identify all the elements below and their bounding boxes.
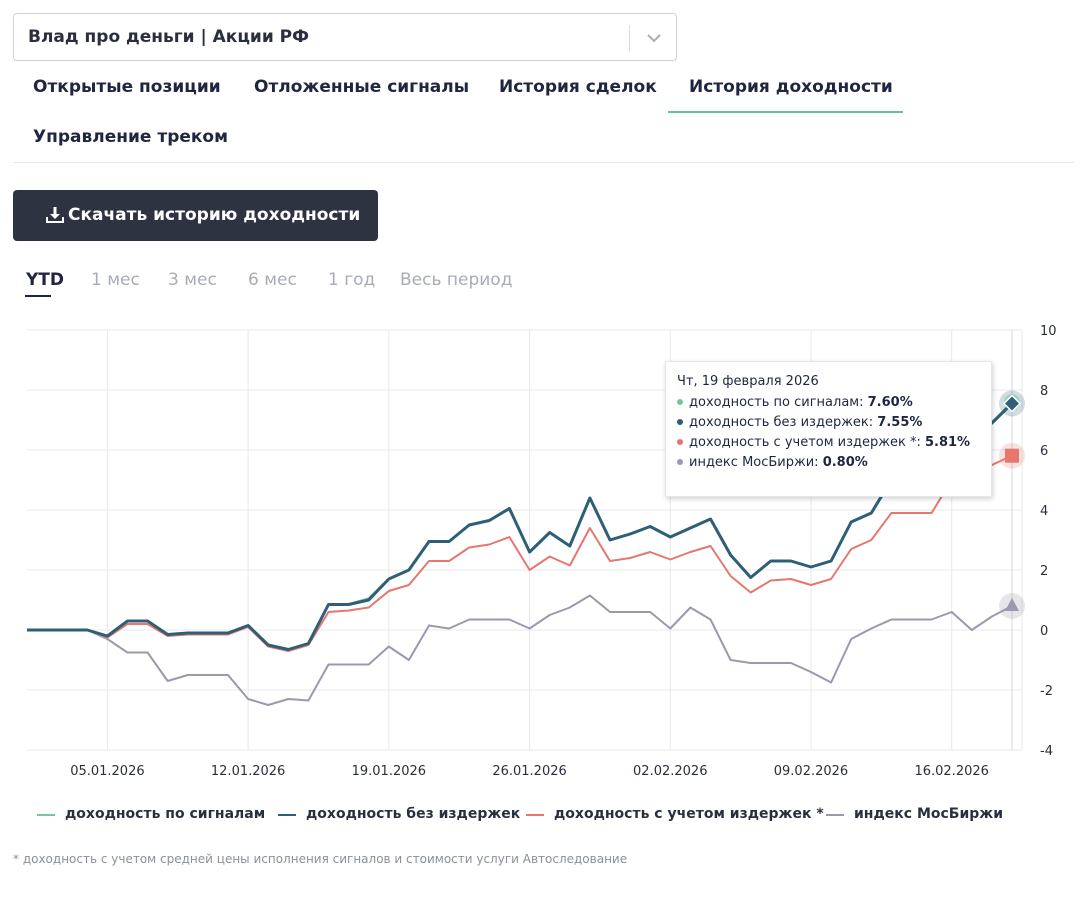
active-period-indicator <box>25 295 51 297</box>
y-tick-label: -4 <box>1040 744 1053 759</box>
download-button-label: Скачать историю доходности <box>68 205 361 225</box>
tooltip-value: 5.81% <box>924 435 971 450</box>
tooltip-row-no-costs: доходность без издержек: 7.55% <box>677 415 922 430</box>
legend-label: индекс МосБиржи <box>854 806 1004 822</box>
tabs-divider <box>13 162 1074 163</box>
marker-no-costs <box>1002 394 1022 413</box>
download-history-button[interactable]: Скачать историю доходности <box>13 190 378 241</box>
y-tick-label: 2 <box>1040 564 1048 579</box>
select-divider <box>629 25 630 51</box>
period-ytd[interactable]: YTD <box>26 270 65 290</box>
tooltip-value: 0.80% <box>822 455 868 470</box>
marker-index <box>1005 598 1019 611</box>
chevron-down-icon[interactable] <box>644 28 664 48</box>
marker-with-costs <box>1005 448 1019 463</box>
tooltip-value: 7.60% <box>867 395 913 410</box>
tooltip-value: 7.55% <box>877 415 923 430</box>
tooltip-label: доходность без издержек: <box>689 415 874 430</box>
strategy-select[interactable]: Влад про деньги | Акции РФ <box>13 13 677 61</box>
series-line-no_costs <box>27 402 1014 651</box>
legend-swatch <box>37 814 55 816</box>
with-costs-dot-icon <box>677 438 683 445</box>
legend-label: доходность с учетом издержек * <box>554 806 824 822</box>
returns-chart[interactable]: 10 8 6 4 2 0 -2 -4 05.01.2026 12.01.2026 19.01.202… <box>0 310 1086 790</box>
index-dot-icon <box>677 458 683 465</box>
tab-track-management[interactable]: Управление треком <box>33 127 229 147</box>
tooltip-date: Чт, 19 февраля 2026 <box>677 374 819 389</box>
tab-return-history[interactable]: История доходности <box>689 77 893 97</box>
y-tick-label: 8 <box>1040 384 1048 399</box>
legend-label: доходность по сигналам <box>65 806 266 822</box>
x-tick-label: 09.02.2026 <box>774 764 848 779</box>
x-tick-label: 05.01.2026 <box>70 764 144 779</box>
tab-pending-signals[interactable]: Отложенные сигналы <box>254 77 470 97</box>
tooltip-row-signals: доходность по сигналам: 7.60% <box>677 395 913 410</box>
period-1-month[interactable]: 1 мес <box>91 270 140 290</box>
y-tick-label: 4 <box>1040 504 1048 519</box>
legend-label: доходность без издержек <box>306 806 521 822</box>
y-tick-label: 10 <box>1040 324 1057 339</box>
tab-trade-history[interactable]: История сделок <box>499 77 657 97</box>
y-tick-label: -2 <box>1040 684 1053 699</box>
chart-tooltip: Чт, 19 февраля 2026 доходность по сигнал… <box>665 361 992 497</box>
footnote: * доходность с учетом средней цены испол… <box>13 852 628 866</box>
tooltip-row-index: индекс МосБиржи: 0.80% <box>677 455 868 470</box>
strategy-select-value: Влад про деньги | Акции РФ <box>28 27 309 47</box>
tooltip-label: доходность по сигналам: <box>689 395 864 410</box>
no-costs-dot-icon <box>677 418 683 425</box>
period-6-months[interactable]: 6 мес <box>248 270 297 290</box>
active-tab-indicator <box>668 111 903 113</box>
period-all-time[interactable]: Весь период <box>400 270 513 290</box>
download-icon <box>46 207 64 223</box>
y-tick-label: 6 <box>1040 444 1048 459</box>
legend-swatch <box>278 814 296 816</box>
x-tick-label: 16.02.2026 <box>914 764 988 779</box>
tooltip-label: доходность с учетом издержек *: <box>689 435 921 450</box>
x-tick-label: 26.01.2026 <box>492 764 566 779</box>
x-tick-label: 02.02.2026 <box>633 764 707 779</box>
y-tick-label: 0 <box>1040 624 1048 639</box>
tooltip-label: индекс МосБиржи: <box>689 455 819 470</box>
signals-dot-icon <box>677 398 683 405</box>
x-tick-label: 12.01.2026 <box>211 764 285 779</box>
series-line-index <box>27 594 1013 706</box>
legend-swatch <box>526 814 544 816</box>
tab-open-positions[interactable]: Открытые позиции <box>33 77 221 97</box>
x-tick-label: 19.01.2026 <box>352 764 426 779</box>
period-1-year[interactable]: 1 год <box>328 270 376 290</box>
legend-swatch <box>826 814 844 816</box>
period-3-months[interactable]: 3 мес <box>168 270 217 290</box>
tooltip-row-with-costs: доходность с учетом издержек *: 5.81% <box>677 435 970 450</box>
